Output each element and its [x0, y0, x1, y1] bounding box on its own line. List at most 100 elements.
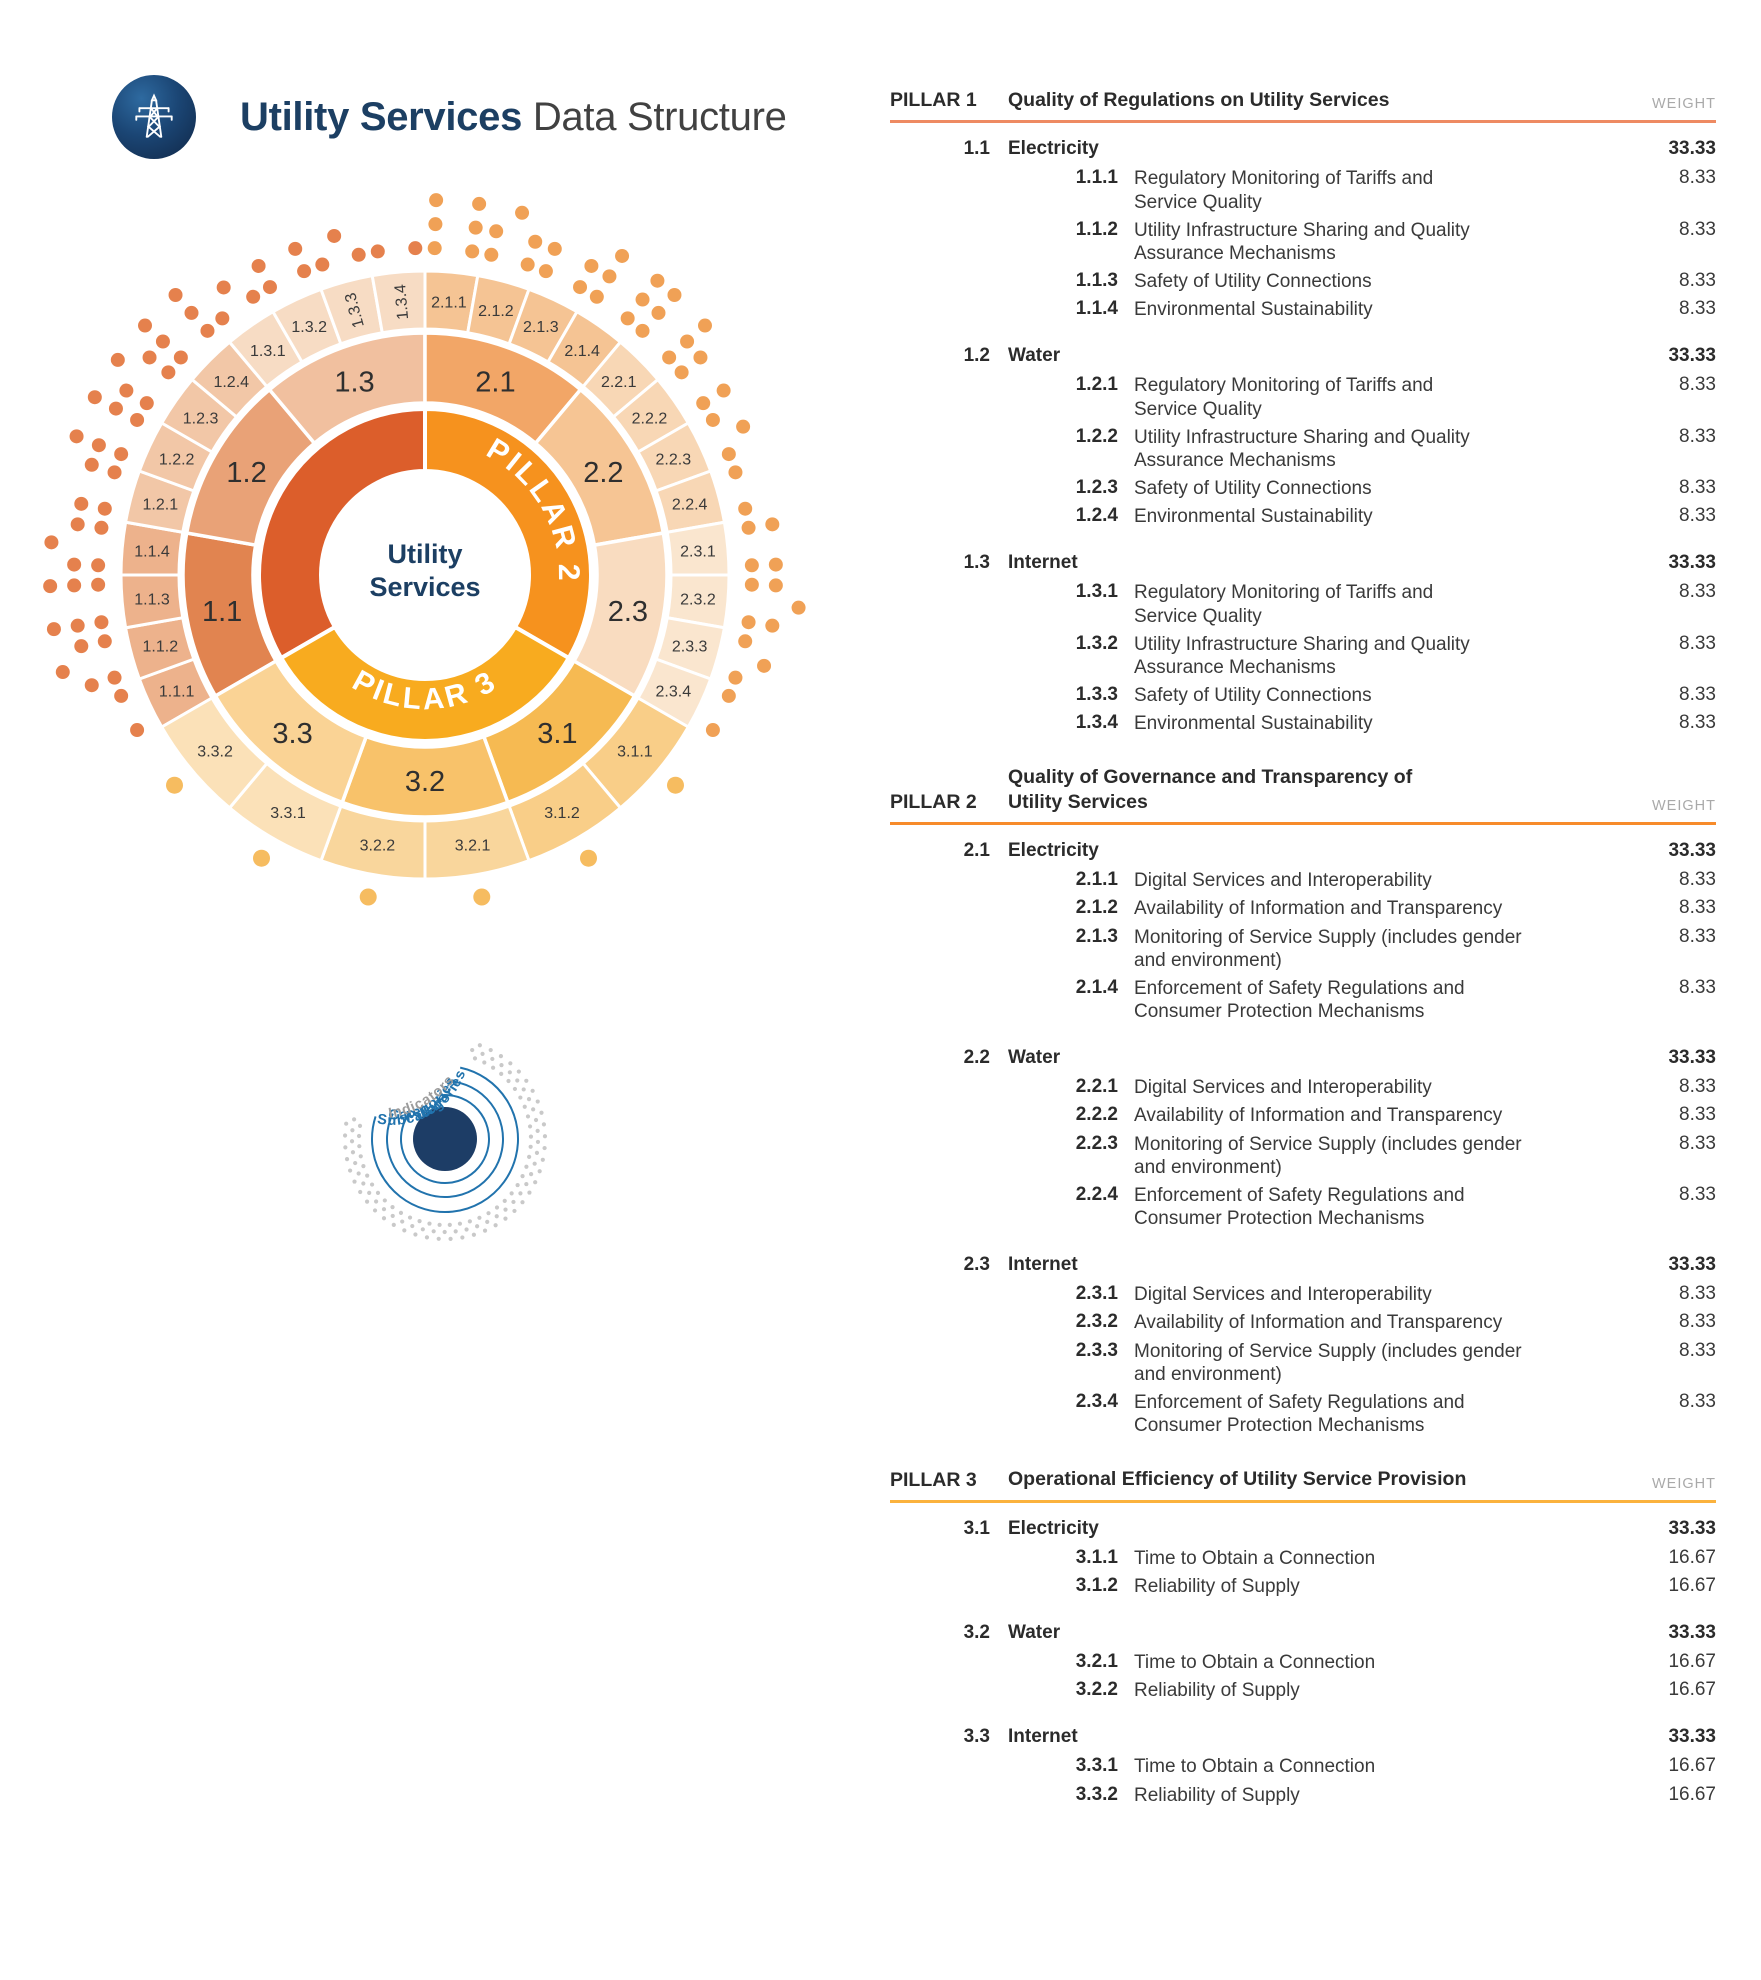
- legend-indicator-dot: [508, 1061, 513, 1066]
- indicator-dot: [721, 447, 736, 462]
- indicator-dot: [91, 577, 106, 592]
- legend-indicator-dot: [499, 1063, 504, 1068]
- sunburst-chart: 1.1 1.1.1 1.1.2 1.1.3 1.1.4 1.2 1.2.1 1.2.2 1.2.…: [43, 193, 806, 906]
- indicator-dot: [297, 264, 312, 279]
- subcategory-row: 1.1.4 Environmental Sustainability 8.33: [890, 298, 1716, 321]
- indicator-dot: [370, 244, 385, 259]
- indicator-dot: [465, 244, 480, 259]
- subcategory-weight: 8.33: [1679, 1283, 1716, 1305]
- category-number: 2.2: [963, 1047, 990, 1069]
- category-row: 3.2 Water 33.33: [890, 1622, 1716, 1644]
- category-segment-label: 3.2: [405, 766, 445, 798]
- subcategory-weight: 8.33: [1679, 925, 1716, 947]
- indicator-dot: [97, 501, 112, 516]
- subcategory-label: Environmental Sustainability: [1134, 506, 1373, 528]
- indicator-dot: [215, 311, 230, 326]
- category-row: 2.3 Internet 33.33: [890, 1254, 1716, 1276]
- category-segment: [213, 658, 369, 805]
- legend-indicator-dot: [382, 1198, 387, 1203]
- weight-column-label: WEIGHT: [1652, 798, 1716, 815]
- subcategory-weight: 8.33: [1679, 1183, 1716, 1205]
- indicator-dot: [528, 234, 543, 249]
- indicator-dot: [765, 618, 780, 633]
- indicator-dot: [728, 465, 743, 480]
- subcategory-weight: 16.67: [1668, 1546, 1716, 1568]
- legend-indicator-dot: [427, 1221, 432, 1226]
- pillar-rule: [890, 1499, 1716, 1503]
- legend-indicator-dot: [356, 1171, 361, 1176]
- legend-indicator-dot: [402, 1228, 407, 1233]
- category-number: 1.2: [963, 345, 990, 367]
- indicator-dot: [69, 429, 84, 444]
- indicator-dot: [139, 396, 154, 411]
- indicator-dot: [427, 241, 442, 256]
- indicator-dot: [705, 412, 720, 427]
- subcategory-weight: 16.67: [1668, 1679, 1716, 1701]
- legend-indicator-dot: [350, 1150, 356, 1155]
- pillar-header-row: PILLAR 1 Quality of Regulations on Utilit…: [890, 88, 1716, 112]
- category-segment-label: 3.3: [272, 718, 312, 750]
- pillar-ring-segment: [423, 406, 593, 661]
- subcategory-label: Utility Infrastructure Sharing and Quali…: [1134, 633, 1470, 678]
- legend-indicator-dot: [431, 1229, 436, 1234]
- subcategory-number: 3.3.2: [1075, 1783, 1118, 1805]
- subcategory-segment-label: 2.1.3: [523, 319, 559, 336]
- legend-indicator-dot: [515, 1182, 520, 1188]
- legend-indicator-dot: [442, 1229, 447, 1235]
- category-weight: 33.33: [1668, 840, 1716, 862]
- indicator-dot: [484, 247, 499, 262]
- subcategory-label: Availability of Information and Transpar…: [1134, 1312, 1503, 1334]
- subcategory-number: 2.1.2: [1075, 897, 1118, 919]
- indicator-dot: [74, 496, 89, 511]
- legend-indicator-dot: [400, 1219, 405, 1224]
- legend-indicator-dot: [522, 1104, 527, 1109]
- transmission-tower-icon: [135, 93, 173, 138]
- legend-indicator-dot: [342, 1133, 348, 1138]
- center-label: Utility Services: [369, 539, 480, 602]
- subcategory-number: 1.3.2: [1075, 632, 1118, 654]
- subcategory-segment-label: 3.2.2: [360, 837, 396, 854]
- legend-indicator-dot: [485, 1219, 490, 1224]
- subcategory-label: Safety of Utility Connections: [1134, 271, 1372, 293]
- category-segment-label: 3.1: [537, 718, 577, 750]
- legend-core-circle: [413, 1107, 477, 1171]
- pillar-ring-segment: [257, 406, 427, 661]
- indicator-dot: [741, 615, 756, 630]
- legend-indicator-dot: [528, 1144, 533, 1149]
- subcategory-weight: 8.33: [1679, 1076, 1716, 1098]
- legend-indicator-dot: [358, 1154, 363, 1159]
- legend-indicator-dot: [447, 1222, 452, 1227]
- legend-indicator-dot: [515, 1078, 520, 1083]
- subcategory-number: 2.1.4: [1075, 976, 1118, 998]
- legend-indicator-dot: [436, 1236, 441, 1241]
- subcategory-row: 3.2.1 Time to Obtain a Connection 16.67: [890, 1651, 1716, 1674]
- legend-indicator-dot: [524, 1181, 529, 1187]
- subcategory-label: Enforcement of Safety Regulations and Co…: [1134, 977, 1465, 1023]
- indicator-dot: [91, 438, 106, 453]
- legend-indicator-dot: [498, 1053, 504, 1059]
- legend-indicator-dot: [460, 1235, 465, 1240]
- subcategory-row: 3.1.1 Time to Obtain a Connection 16.67: [890, 1547, 1716, 1570]
- subcategory-weight: 8.33: [1679, 1390, 1716, 1412]
- subcategory-row: 1.3.2 Utility Infrastructure Sharing and …: [890, 633, 1716, 679]
- legend-indicator-dot: [361, 1164, 366, 1169]
- subcategory-weight: 8.33: [1679, 167, 1716, 189]
- indicator-dot: [130, 412, 145, 427]
- subcategory-number: 1.2.4: [1075, 505, 1118, 527]
- legend-indicator-dot: [464, 1227, 469, 1232]
- subcategory-row: 2.1.3 Monitoring of Service Supply (inclu…: [890, 926, 1716, 972]
- indicator-dot: [635, 292, 650, 307]
- subcategory-weight: 8.33: [1679, 712, 1716, 734]
- subcategory-row: 2.3.3 Monitoring of Service Supply (inclu…: [890, 1340, 1716, 1386]
- indicator-dot: [200, 323, 215, 338]
- legend-indicator-dot: [470, 1047, 475, 1053]
- subcategory-segment-label: 1.2.4: [213, 374, 249, 391]
- subcategory-number: 3.3.1: [1075, 1755, 1118, 1777]
- indicator-dot: [114, 447, 129, 462]
- legend-indicator-dot: [352, 1117, 357, 1122]
- pillar-section: PILLAR 2 Quality of Governance and Transp…: [890, 765, 1716, 1437]
- subcategory-weight: 8.33: [1679, 505, 1716, 527]
- legend-indicator-dot: [453, 1229, 458, 1234]
- category-block: 3.3 Internet 33.33 3.3.1 Time to Obtain a Co…: [890, 1726, 1716, 1806]
- subcategory-label: Safety of Utility Connections: [1134, 478, 1372, 500]
